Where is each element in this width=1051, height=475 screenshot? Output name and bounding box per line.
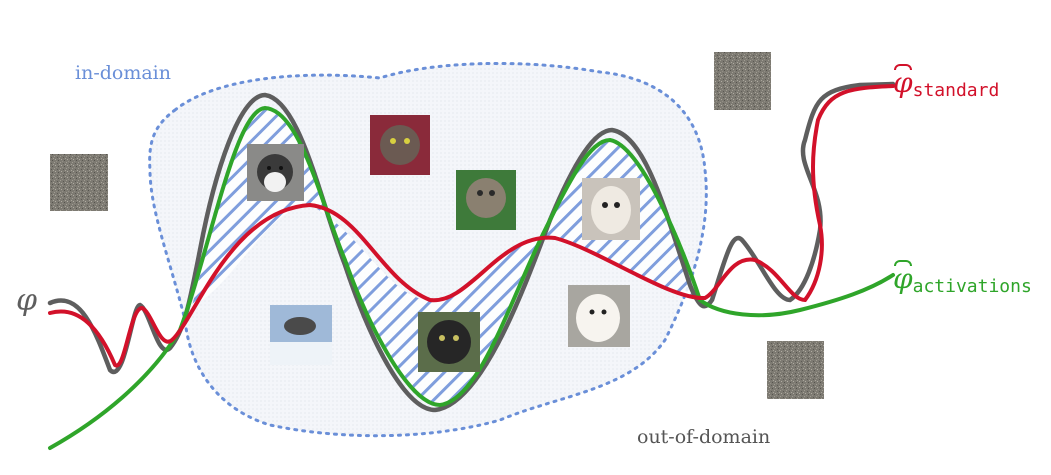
phi-standard-curve — [48, 84, 895, 368]
phi-standard-label: φstandard — [893, 64, 1000, 101]
phi-label: φ — [16, 283, 38, 318]
approximation-gap-hatch — [192, 108, 700, 405]
cat-black-image — [418, 312, 480, 372]
noise-patch-2 — [714, 52, 771, 110]
noise-patch-1 — [50, 154, 108, 211]
phi-hat-symbol: φ — [893, 260, 913, 295]
husky-running-image — [270, 305, 332, 365]
activations-subscript: activations — [912, 276, 1032, 297]
cat-tabby-1-image — [370, 115, 430, 175]
cat-tabby-2-image — [456, 170, 516, 230]
out-of-domain-label: out-of-domain — [637, 426, 771, 448]
phi-hat-symbol: φ — [893, 64, 913, 99]
phi-activations-curve — [48, 105, 895, 450]
standard-subscript: standard — [912, 80, 1000, 101]
husky-image — [247, 144, 304, 201]
maltese-image — [568, 285, 630, 347]
phi-activations-label: φactivations — [893, 260, 1032, 297]
in-domain-label: in-domain — [75, 62, 171, 84]
shih-tzu-image — [582, 178, 640, 240]
noise-patch-3 — [767, 341, 824, 399]
